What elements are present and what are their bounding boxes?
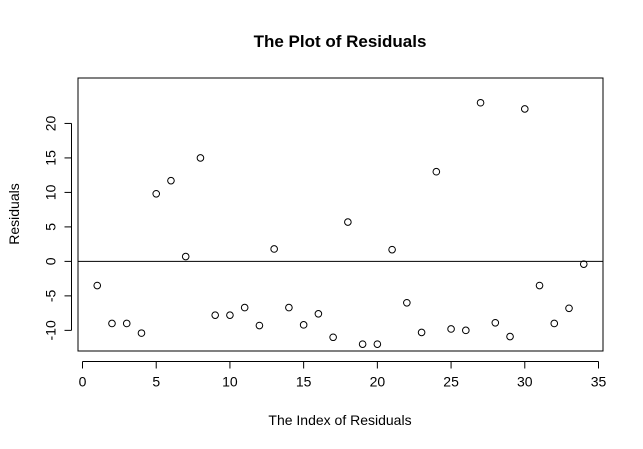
y-axis: -10 -5 0 5 10 15 20 [43,115,72,340]
data-point [579,260,588,268]
data-point [491,318,500,327]
y-tick-label: -10 [43,320,59,340]
data-point [344,218,352,226]
data-point [270,245,278,253]
data-point [226,311,234,319]
y-tick-label: 20 [43,115,59,131]
x-tick-label: 5 [152,374,160,390]
chart-title: The Plot of Residuals [254,32,427,51]
data-point [476,98,485,107]
x-tick-label: 35 [591,374,607,390]
data-point [122,319,131,328]
data-point [417,328,426,337]
y-tick-label: -5 [43,289,59,302]
data-point [388,245,396,254]
data-point [403,298,411,307]
data-point [535,281,544,290]
data-point [240,303,249,312]
data-point [181,252,190,261]
data-point [196,154,205,162]
data-point [285,303,293,312]
data-point [447,325,455,333]
data-point [520,105,529,113]
data-point [93,281,102,290]
x-tick-label: 30 [517,374,533,390]
data-point [358,340,367,348]
data-point [314,310,323,318]
data-point [432,167,441,176]
data-point [152,189,161,198]
x-tick-label: 15 [296,374,312,390]
data-point [462,326,470,335]
x-axis: 0 5 10 15 20 25 30 35 [79,361,607,390]
data-point [137,329,146,337]
data-point [299,321,308,329]
x-tick-label: 25 [443,374,459,390]
data-point [550,319,559,328]
data-point [255,321,264,330]
data-point [565,304,573,313]
y-tick-label: 15 [43,150,59,166]
x-tick-label: 20 [370,374,386,390]
data-point [329,333,337,342]
data-point [211,311,219,319]
y-tick-label: 0 [43,257,59,265]
y-axis-label: Residuals [6,183,22,244]
data-point [373,340,382,348]
plot-frame [77,77,604,352]
x-tick-label: 0 [79,374,87,390]
data-point [506,332,514,341]
data-points [93,98,588,348]
y-tick-label: 5 [43,223,59,231]
x-tick-label: 10 [222,374,238,390]
data-point [167,176,175,185]
data-point [108,319,116,328]
x-axis-label: The Index of Residuals [268,412,411,428]
y-tick-label: 10 [43,184,59,200]
